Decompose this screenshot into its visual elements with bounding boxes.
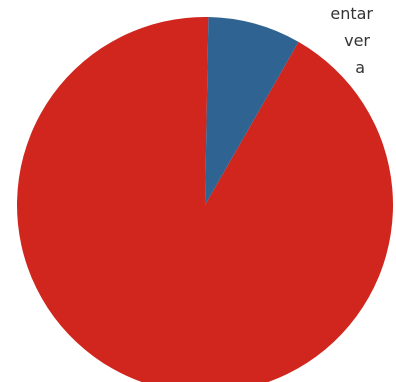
- legend-text: entar ver a: [330, 0, 396, 81]
- pie-slice-0: [17, 17, 393, 382]
- legend-line: ver: [344, 31, 370, 50]
- legend-line: a: [355, 58, 365, 77]
- legend-line: entar: [330, 4, 373, 23]
- pie-slices: [17, 17, 393, 382]
- pie-slice-1: [205, 17, 299, 206]
